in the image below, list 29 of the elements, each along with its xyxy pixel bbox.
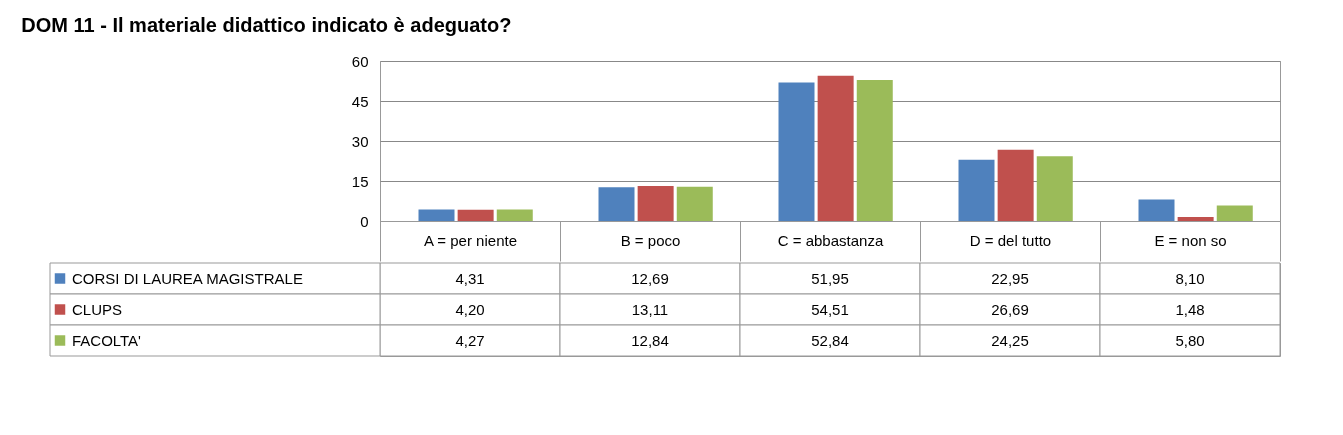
y-tick-label: 60 [351, 52, 369, 70]
data-label: 52,84 [811, 331, 849, 349]
chart-title: DOM 11 - Il materiale didattico indicato è adeguato? [21, 14, 512, 36]
data-label: 24,25 [991, 331, 1029, 349]
y-tick-label: 15 [351, 172, 369, 190]
data-label: 4,27 [455, 331, 485, 349]
data-label: 5,80 [1175, 331, 1205, 349]
y-tick-label: 0 [360, 212, 369, 230]
data-label: 22,95 [991, 269, 1029, 287]
legend-label: FACOLTA' [72, 331, 142, 349]
legend-label: CLUPS [72, 300, 123, 318]
y-tick-label: 30 [351, 132, 369, 150]
x-tick-label: C = abbastanza [777, 231, 884, 249]
data-label: 54,51 [811, 300, 849, 318]
data-label: 13,11 [631, 300, 669, 318]
x-tick-label: A = per niente [424, 231, 517, 249]
data-label: 12,84 [631, 331, 669, 349]
legend-label: CORSI DI LAUREA MAGISTRALE [72, 269, 303, 287]
x-tick-label: B = poco [620, 231, 681, 249]
y-tick-label: 45 [351, 92, 369, 110]
data-label: 4,31 [455, 269, 485, 287]
data-label: 4,20 [455, 300, 485, 318]
x-tick-label: E = non so [1154, 231, 1227, 249]
data-label: 26,69 [991, 300, 1029, 318]
data-label: 8,10 [1175, 269, 1205, 287]
x-tick-label: D = del tutto [969, 231, 1052, 249]
data-label: 1,48 [1175, 300, 1205, 318]
data-label: 51,95 [811, 269, 849, 287]
data-label: 12,69 [631, 269, 669, 287]
